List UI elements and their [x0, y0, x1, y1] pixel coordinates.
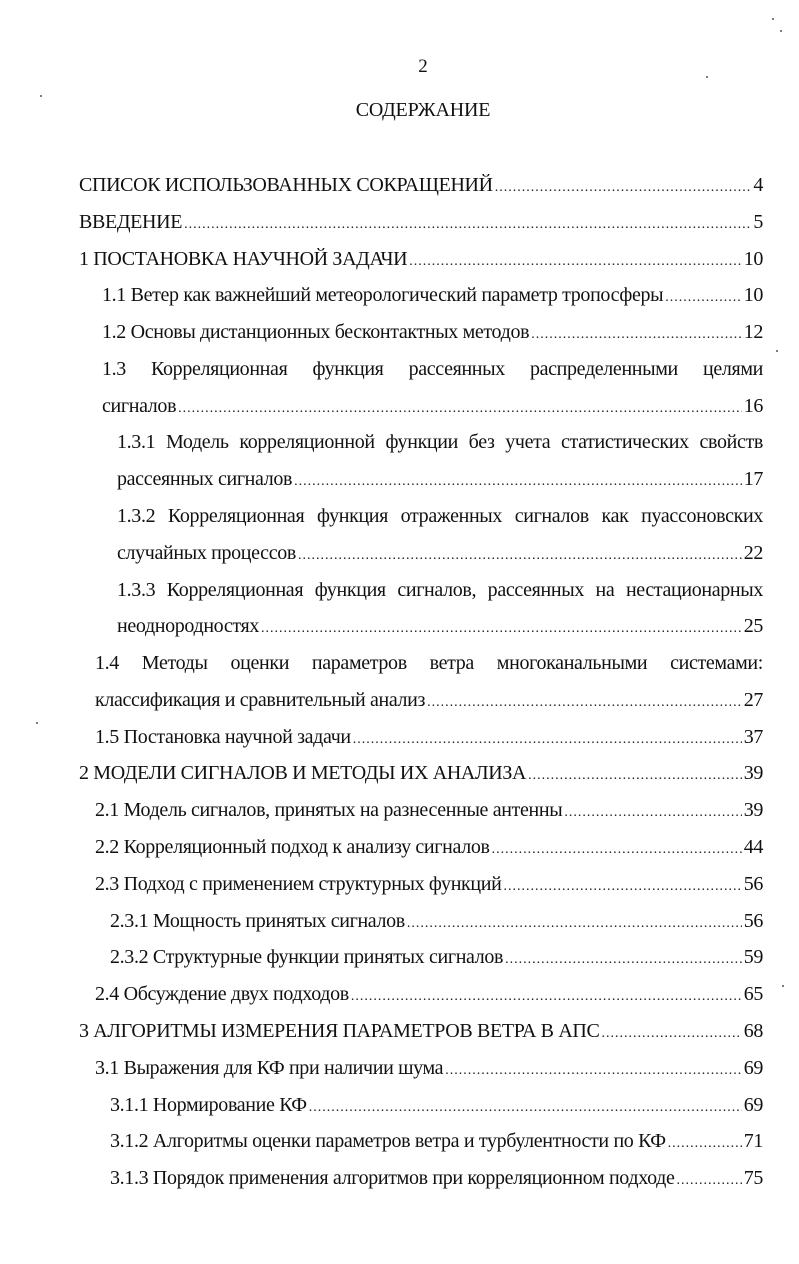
toc-entry: классификация и сравнительный анализ 27 — [95, 687, 763, 713]
toc-entry: ВВЕДЕНИЕ 5 — [79, 209, 763, 235]
toc-entry-page: 27 — [743, 689, 764, 711]
dot-leader — [668, 1131, 742, 1157]
dot-leader — [309, 1095, 742, 1121]
toc-entry: 2.3 Подход с применением структурных фун… — [95, 871, 763, 897]
toc-entry-title: 2.4 Обсуждение двух подходов — [95, 983, 349, 1005]
toc-entry-first-line: 1.4 Методы оценки параметров ветра много… — [95, 652, 763, 674]
toc-entry-title: 3 АЛГОРИТМЫ ИЗМЕРЕНИЯ ПАРАМЕТРОВ ВЕТРА В… — [79, 1020, 600, 1042]
toc-entry: 2.4 Обсуждение двух подходов 65 — [95, 981, 763, 1007]
toc-entry-title: 3.1.1 Нормирование КФ — [110, 1094, 307, 1116]
toc-entry-title: 3.1.3 Порядок применения алгоритмов при … — [110, 1167, 675, 1189]
dot-leader — [445, 1058, 741, 1084]
toc-entry: 2 МОДЕЛИ СИГНАЛОВ И МЕТОДЫ ИХ АНАЛИЗА 39 — [79, 760, 763, 786]
dot-leader — [427, 690, 742, 716]
dot-leader — [178, 396, 742, 422]
toc-entry-page: 17 — [743, 468, 764, 490]
toc-entry-title: 2.3 Подход с применением структурных фун… — [95, 873, 502, 895]
toc-entry-page: 39 — [743, 762, 764, 784]
dot-leader — [407, 911, 742, 937]
toc-entry-title: 2.1 Модель сигналов, принятых на разнесе… — [95, 799, 563, 821]
toc-entry: СПИСОК ИСПОЛЬЗОВАННЫХ СОКРАЩЕНИЙ 4 — [79, 172, 763, 198]
toc-entry-title: 1.5 Постановка научной задачи — [95, 726, 351, 748]
dot-leader — [564, 800, 741, 826]
dot-leader — [677, 1168, 742, 1194]
toc-entry-title: сигналов — [102, 395, 177, 417]
toc-entry-page: 10 — [743, 284, 764, 306]
toc-entry-page: 12 — [743, 321, 764, 343]
toc-entry-page: 39 — [743, 799, 764, 821]
toc-entry-title: рассеянных сигналов — [117, 468, 293, 490]
toc-entry-page: 69 — [743, 1057, 764, 1079]
dot-leader — [409, 249, 741, 275]
toc-entry: 1.2 Основы дистанционных бесконтактных м… — [102, 319, 763, 345]
dot-leader — [528, 763, 742, 789]
dot-leader — [351, 984, 742, 1010]
toc-entry: неоднородностях 25 — [117, 613, 763, 639]
toc-entry-title: ВВЕДЕНИЕ — [79, 211, 183, 233]
toc-entry-first-line: 1.3.1 Модель корреляционной функции без … — [117, 431, 763, 453]
toc-entry-page: 68 — [743, 1020, 764, 1042]
toc-entry: 3.1 Выражения для КФ при наличии шума 69 — [95, 1055, 763, 1081]
toc-entry: 3.1.2 Алгоритмы оценки параметров ветра … — [110, 1128, 763, 1154]
toc-entry-title: СПИСОК ИСПОЛЬЗОВАННЫХ СОКРАЩЕНИЙ — [79, 174, 493, 196]
toc-entry-page: 56 — [743, 910, 764, 932]
toc-entry-title: 3.1.2 Алгоритмы оценки параметров ветра … — [110, 1130, 666, 1152]
toc-entry: 1.5 Постановка научной задачи 37 — [95, 724, 763, 750]
toc-entry: 2.1 Модель сигналов, принятых на разнесе… — [95, 797, 763, 823]
toc-entry-page: 71 — [743, 1130, 764, 1152]
dot-leader — [602, 1021, 742, 1047]
toc-entry-page: 25 — [743, 615, 764, 637]
dot-leader — [492, 837, 742, 863]
dot-leader — [505, 947, 742, 973]
toc-entry-first-line: 1.3.3 Корреляционная функция сигналов, р… — [117, 579, 763, 601]
toc-entry-page: 59 — [743, 946, 764, 968]
toc-entry-title: 2.3.2 Структурные функции принятых сигна… — [110, 946, 504, 968]
toc-entry-title: 2 МОДЕЛИ СИГНАЛОВ И МЕТОДЫ ИХ АНАЛИЗА — [79, 762, 527, 784]
toc-entry: 3.1.1 Нормирование КФ 69 — [110, 1092, 763, 1118]
toc-entry-first-line: 1.3 Корреляционная функция рассеянных ра… — [102, 358, 763, 380]
toc-entry-first-line: 1.3.2 Корреляционная функция отраженных … — [117, 505, 763, 527]
toc-entry-title: 1 ПОСТАНОВКА НАУЧНОЙ ЗАДАЧИ — [79, 248, 408, 270]
toc-entry-title: 2.2 Корреляционный подход к анализу сигн… — [95, 836, 490, 858]
dot-leader — [353, 727, 742, 753]
toc-entry-title: случайных процессов — [117, 542, 296, 564]
toc-entry-page: 44 — [743, 836, 764, 858]
toc-entry: сигналов 16 — [102, 393, 763, 419]
toc-entry-page: 37 — [743, 726, 764, 748]
toc-entry: 1 ПОСТАНОВКА НАУЧНОЙ ЗАДАЧИ 10 — [79, 246, 763, 272]
dot-leader — [503, 874, 741, 900]
toc-entry-page: 16 — [743, 395, 764, 417]
toc-entry: 3.1.3 Порядок применения алгоритмов при … — [110, 1165, 763, 1191]
toc-entry: случайных процессов 22 — [117, 540, 763, 566]
dot-leader — [294, 469, 742, 495]
toc-entry: 2.3.1 Мощность принятых сигналов 56 — [110, 908, 763, 934]
toc-entry-page: 56 — [743, 873, 764, 895]
dot-leader — [665, 285, 741, 311]
toc-entry: 2.2 Корреляционный подход к анализу сигн… — [95, 834, 763, 860]
dot-leader — [495, 175, 752, 201]
toc-entry-title: неоднородностях — [117, 615, 259, 637]
toc-entry-page: 10 — [743, 248, 764, 270]
toc-entry-page: 65 — [743, 983, 764, 1005]
toc-entry-title: 3.1 Выражения для КФ при наличии шума — [95, 1057, 444, 1079]
toc-entry: рассеянных сигналов 17 — [117, 466, 763, 492]
toc-entry-page: 75 — [743, 1167, 764, 1189]
toc-entry-page: 22 — [743, 542, 764, 564]
toc-entry-title: 1.2 Основы дистанционных бесконтактных м… — [102, 321, 530, 343]
dot-leader — [531, 322, 741, 348]
toc-entry-title: 2.3.1 Мощность принятых сигналов — [110, 910, 405, 932]
dot-leader — [261, 616, 742, 642]
toc-entry-page: 69 — [743, 1094, 764, 1116]
toc-entry-title: классификация и сравнительный анализ — [95, 689, 426, 711]
page-title: СОДЕРЖАНИЕ — [355, 99, 491, 121]
dot-leader — [184, 212, 751, 238]
toc-entry-page: 4 — [753, 174, 763, 196]
toc-entry: 1.1 Ветер как важнейший метеорологически… — [102, 282, 763, 308]
toc-entry-title: 1.1 Ветер как важнейший метеорологически… — [102, 284, 664, 306]
dot-leader — [298, 543, 742, 569]
page-number: 2 — [418, 56, 428, 77]
toc-entry: 3 АЛГОРИТМЫ ИЗМЕРЕНИЯ ПАРАМЕТРОВ ВЕТРА В… — [79, 1018, 763, 1044]
toc-entry-page: 5 — [753, 211, 763, 233]
toc-entry: 2.3.2 Структурные функции принятых сигна… — [110, 944, 763, 970]
